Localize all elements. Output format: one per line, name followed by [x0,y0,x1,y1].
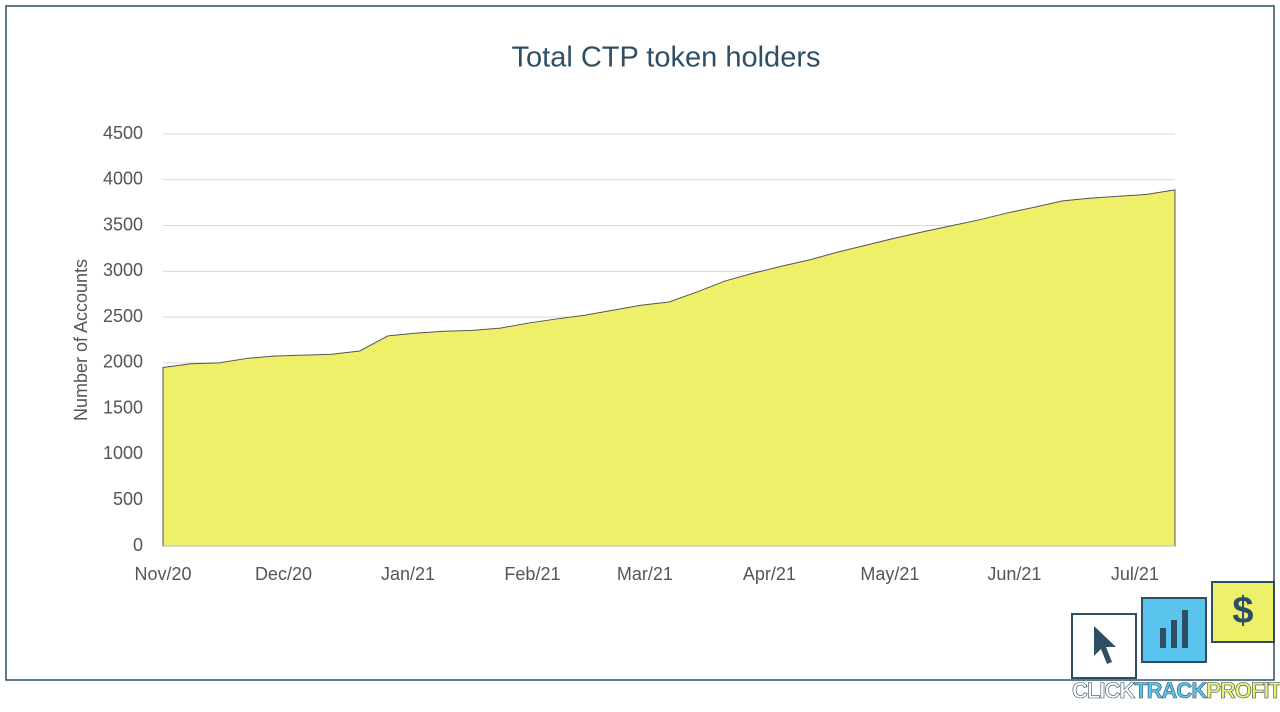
logo-part: PROFIT [1206,678,1280,703]
chart-title: Total CTP token holders [512,42,821,74]
y-tick-label: 2000 [103,352,143,372]
logo-part: TRACK [1134,678,1207,703]
logo-bar-icon [1160,628,1166,648]
logo-box [1211,581,1275,643]
x-tick-label: Apr/21 [743,564,796,584]
y-tick-label: 2500 [103,306,143,326]
logo: $ CLICKTRACKPROFIT [1071,581,1280,703]
y-tick-label: 4500 [103,123,143,143]
y-axis-label: Number of Accounts [71,259,91,421]
y-tick-label: 1000 [103,443,143,463]
x-tick-label: Jul/21 [1111,564,1159,584]
x-tick-label: Feb/21 [504,564,560,584]
logo-icon: $ [1232,590,1253,632]
x-tick-label: Jan/21 [381,564,435,584]
area [162,189,1176,547]
y-tick-label: 1500 [103,397,143,417]
y-tick-label: 4000 [103,169,143,189]
y-tick-label: 3000 [103,260,143,280]
x-tick-label: Nov/20 [134,564,191,584]
plot-area: 0 500 1000 1500 2000 2500 3000 3500 4000 4500 Nov/… [103,123,1176,584]
x-tick-label: Dec/20 [255,564,312,584]
x-tick-label: May/21 [860,564,919,584]
y-tick-label: 500 [113,489,143,509]
logo-text: CLICKTRACKPROFIT [1072,678,1280,703]
logo-bar-icon [1182,610,1188,648]
y-tick-label: 0 [133,535,143,555]
x-tick-label: Jun/21 [987,564,1041,584]
y-tick-label: 3500 [103,214,143,234]
logo-cursor [1094,626,1116,664]
x-tick-label: Mar/21 [617,564,673,584]
logo-bar-icon [1171,620,1177,648]
logo-part: CLICK [1072,678,1135,703]
